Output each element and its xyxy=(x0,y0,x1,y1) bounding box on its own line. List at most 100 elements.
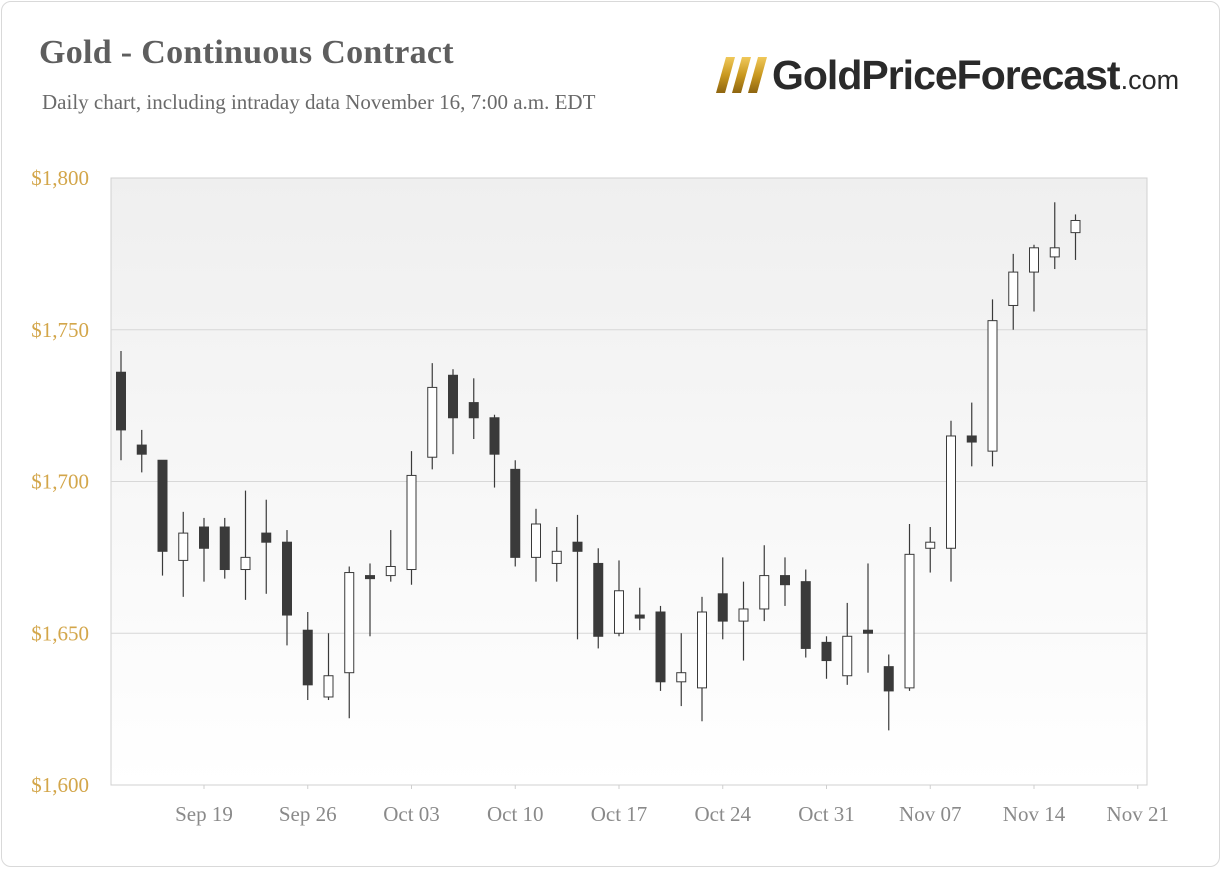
candle xyxy=(344,566,355,719)
y-tick-label: $1,800 xyxy=(31,166,89,190)
candle xyxy=(925,527,936,573)
candle-body-down xyxy=(863,629,873,634)
candle xyxy=(531,508,541,582)
candle-body-down xyxy=(448,374,458,419)
candle xyxy=(199,517,209,582)
logo-brand-text: GoldPriceForecast xyxy=(772,51,1121,98)
y-tick-label: $1,650 xyxy=(31,621,89,645)
candle-body-down xyxy=(655,611,666,683)
y-axis: $1,800 $1,750 $1,700 $1,650 $1,600 xyxy=(31,166,89,797)
candle-body-up xyxy=(987,320,998,452)
candle xyxy=(842,602,853,685)
x-tick-label: Sep 26 xyxy=(279,802,337,826)
candle-body-up xyxy=(676,672,687,683)
candle xyxy=(634,587,645,631)
candle-body-up xyxy=(925,541,936,549)
candle-body-down xyxy=(302,629,313,686)
candle xyxy=(1049,202,1060,270)
candle-body-down xyxy=(883,666,894,692)
candle xyxy=(219,517,230,579)
candle xyxy=(1070,214,1081,260)
candle-body-up xyxy=(759,575,770,610)
chart-title: Gold - Continuous Contract xyxy=(39,34,454,71)
candle xyxy=(282,530,292,646)
candle-body-up xyxy=(1008,271,1019,306)
x-tick-label: Sep 19 xyxy=(175,802,233,826)
candle-body-down xyxy=(717,593,728,622)
candle-body-up xyxy=(842,635,853,677)
candle-body-down xyxy=(219,526,230,571)
candle xyxy=(1008,253,1019,330)
candle xyxy=(614,560,624,637)
candle xyxy=(1029,244,1039,312)
candle-body-up xyxy=(240,556,251,571)
candle xyxy=(697,596,707,722)
x-tick-label: Oct 10 xyxy=(487,802,544,826)
candle xyxy=(427,363,438,470)
candle-body-up xyxy=(904,553,915,689)
candle xyxy=(489,414,500,488)
candle xyxy=(136,429,147,473)
candle-body-down xyxy=(468,402,479,419)
logo-stripes-icon xyxy=(716,57,767,93)
candle xyxy=(157,459,168,576)
candle-body-down xyxy=(572,541,583,552)
candle xyxy=(593,548,604,649)
candle xyxy=(780,557,790,606)
candle-body-up xyxy=(323,675,334,698)
candle xyxy=(468,378,479,440)
candle-body-up xyxy=(738,608,749,622)
x-tick-label: Oct 31 xyxy=(798,802,855,826)
candle-body-down xyxy=(282,541,292,616)
y-tick-label: $1,600 xyxy=(31,773,89,797)
candle xyxy=(966,402,977,467)
y-tick-label: $1,750 xyxy=(31,318,89,342)
candle-body-up xyxy=(344,572,355,674)
candle xyxy=(302,612,313,701)
candle-body-down xyxy=(157,459,168,552)
candle xyxy=(261,499,272,594)
candle xyxy=(385,530,396,582)
candle xyxy=(863,563,873,673)
candle xyxy=(987,299,998,467)
candle xyxy=(946,420,956,582)
candle xyxy=(551,527,562,582)
candle-body-down xyxy=(634,614,645,619)
candle-body-up xyxy=(1049,247,1060,258)
x-tick-label: Nov 14 xyxy=(1003,802,1066,826)
x-tick-label: Oct 17 xyxy=(591,802,648,826)
candle xyxy=(178,511,189,597)
candle-body-up xyxy=(385,565,396,577)
candle xyxy=(883,654,894,731)
candle-body-down xyxy=(510,468,521,558)
candle xyxy=(116,350,126,461)
y-tick-label: $1,700 xyxy=(31,470,89,494)
logo-tld-text: .com xyxy=(1120,64,1180,95)
candle-body-up xyxy=(178,532,189,561)
candle-body-down xyxy=(821,641,832,662)
candle-body-up xyxy=(1029,247,1039,273)
candle-body-up xyxy=(427,386,438,458)
candle xyxy=(572,514,583,640)
candle-body-down xyxy=(136,444,147,455)
x-axis: Sep 19 Sep 26 Oct 03 Oct 10 Oct 17 Oct 24 Oct … xyxy=(175,785,1169,826)
candle-body-down xyxy=(800,581,811,649)
chart-subtitle: Daily chart, including intraday data Nov… xyxy=(42,90,596,114)
candles xyxy=(116,202,1081,731)
candle-body-up xyxy=(406,474,417,571)
candle-body-up xyxy=(531,523,541,558)
candle-body-up xyxy=(946,435,956,549)
candle-body-down xyxy=(199,526,209,549)
logo: GoldPriceForecast .com xyxy=(716,52,1179,98)
candle xyxy=(800,569,811,658)
candle xyxy=(821,636,832,679)
candle-body-up xyxy=(697,611,707,689)
candle-body-down xyxy=(593,562,604,637)
candle xyxy=(655,605,666,691)
candle xyxy=(676,633,687,707)
candle xyxy=(510,460,521,567)
grid-lines xyxy=(111,329,1147,634)
candle xyxy=(904,523,915,691)
x-tick-label: Oct 24 xyxy=(694,802,751,826)
